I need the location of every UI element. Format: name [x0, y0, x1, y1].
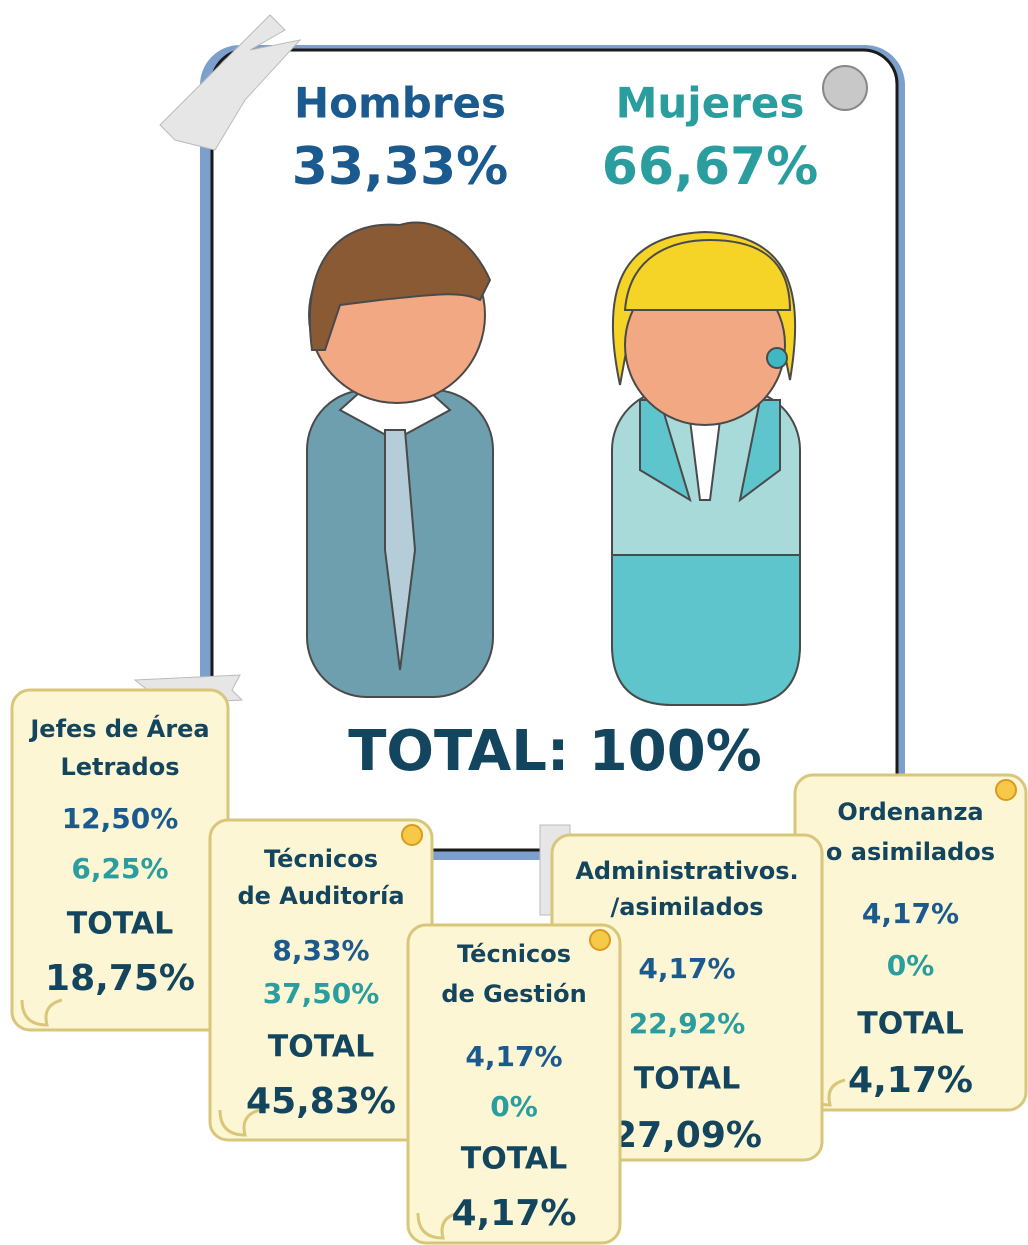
grand-total: TOTAL: 100% [348, 719, 762, 784]
card-men: 4,17% [638, 952, 735, 985]
pin [823, 66, 867, 110]
card-women: 37,50% [263, 977, 380, 1010]
card-pin [996, 780, 1016, 800]
card-total-label: TOTAL [67, 907, 173, 942]
infographic: Hombres 33,33% Mujeres 66,67% TOTAL: 100… [0, 0, 1028, 1245]
card-total-label: TOTAL [634, 1062, 740, 1097]
category-card: Técnicos de Gestión 4,17% 0% TOTAL 4,17% [408, 925, 620, 1243]
women-percent: 66,67% [602, 137, 819, 197]
card-women: 22,92% [629, 1007, 746, 1040]
woman-figure [612, 232, 800, 705]
card-total: 18,75% [45, 958, 195, 999]
card-men: 12,50% [62, 802, 179, 835]
man-figure [307, 222, 493, 697]
card-men: 8,33% [272, 934, 369, 967]
card-title: o asimilados [826, 838, 995, 866]
card-total-label: TOTAL [268, 1030, 374, 1065]
category-card: Jefes de Área Letrados 12,50% 6,25% TOTAL 18,… [12, 690, 228, 1030]
card-title: de Gestión [441, 980, 586, 1008]
card-total: 4,17% [848, 1060, 973, 1101]
card-title: Técnicos [457, 940, 571, 968]
card-title: /asimilados [610, 893, 763, 921]
card-pin [402, 825, 422, 845]
card-title: Técnicos [264, 845, 378, 873]
card-title: Jefes de Área [28, 714, 209, 743]
card-women: 0% [490, 1090, 538, 1123]
card-title: Letrados [60, 753, 179, 781]
card-women: 0% [887, 949, 935, 982]
card-title: de Auditoría [237, 882, 404, 910]
men-label: Hombres [294, 79, 506, 128]
card-pin [590, 930, 610, 950]
card-men: 4,17% [465, 1040, 562, 1073]
category-card: Técnicos de Auditoría 8,33% 37,50% TOTAL 45,8… [210, 820, 432, 1140]
card-men: 4,17% [862, 897, 959, 930]
card-total-label: TOTAL [461, 1142, 567, 1177]
card-total: 45,83% [246, 1081, 396, 1122]
card-total: 4,17% [452, 1193, 577, 1234]
women-label: Mujeres [616, 79, 805, 128]
card-total-label: TOTAL [857, 1007, 963, 1042]
men-percent: 33,33% [292, 137, 509, 197]
card-title: Ordenanza [837, 798, 983, 826]
card-women: 6,25% [71, 852, 168, 885]
card-title: Administrativos. [575, 857, 798, 885]
card-total: 27,09% [612, 1115, 762, 1156]
category-card: Ordenanza o asimilados 4,17% 0% TOTAL 4,17% [795, 775, 1026, 1110]
